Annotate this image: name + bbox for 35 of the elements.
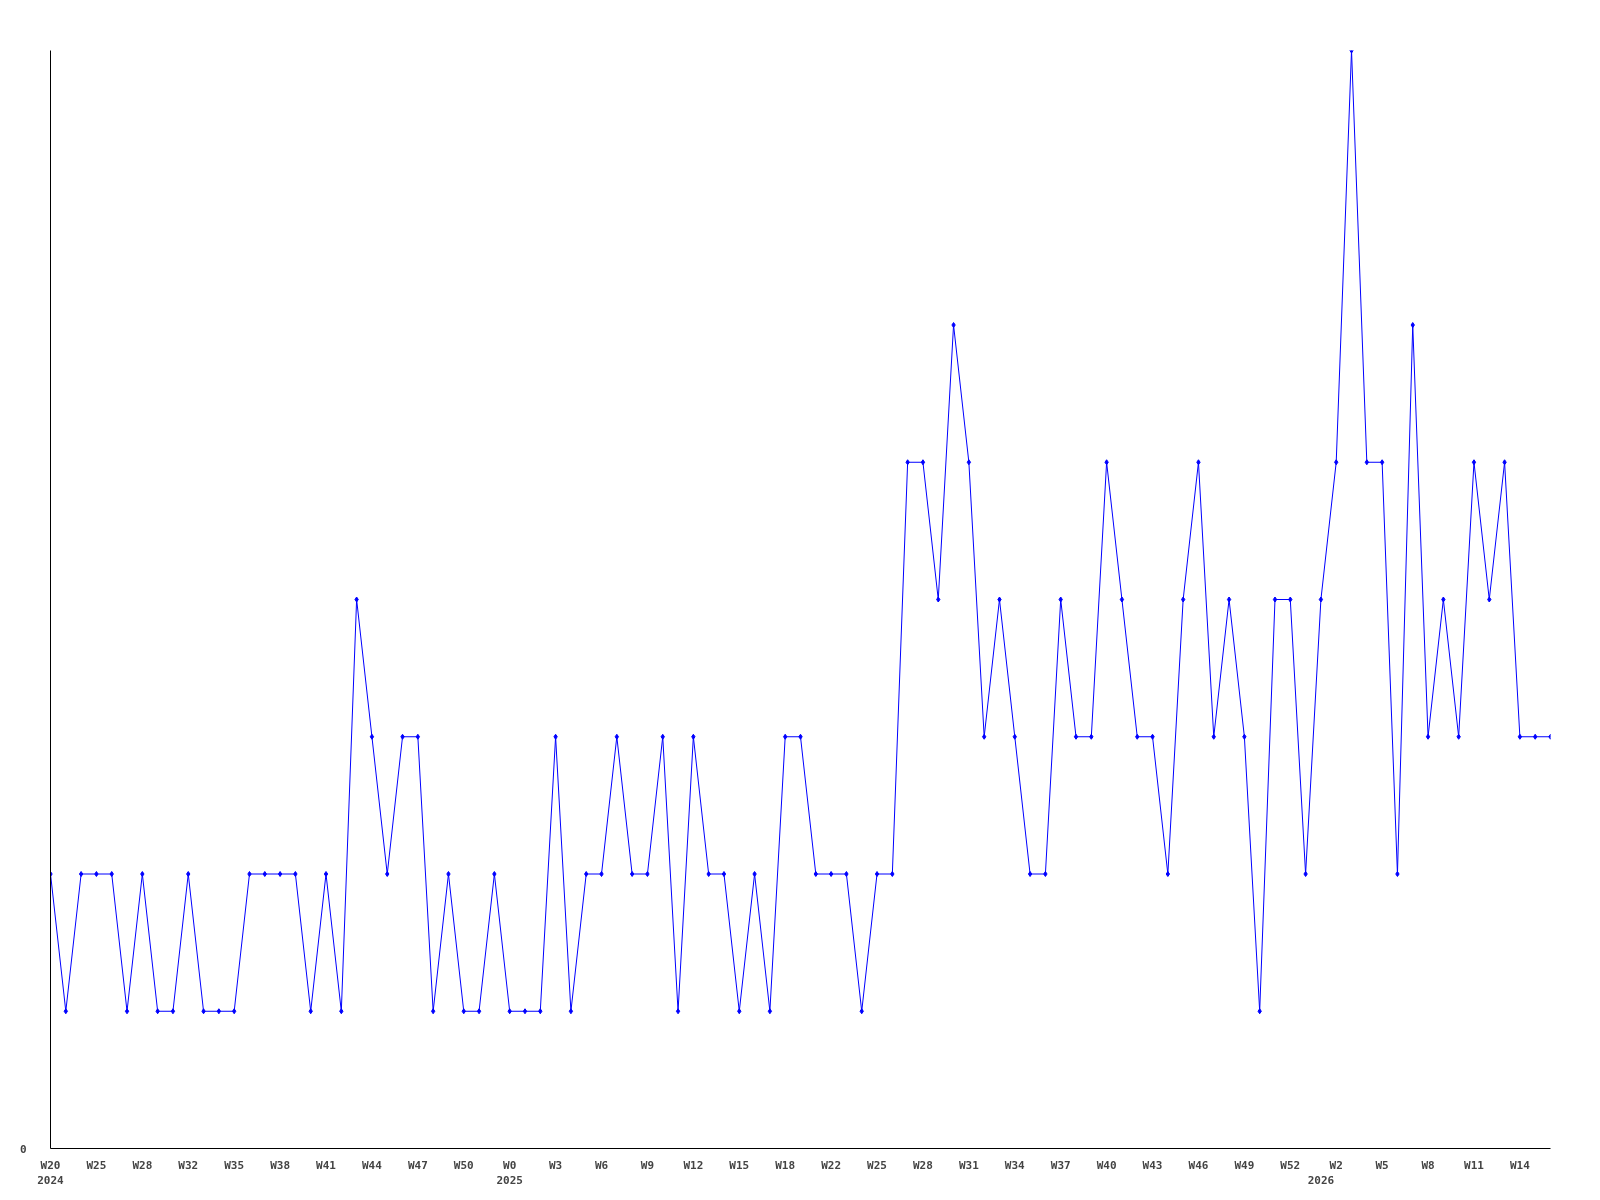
x-tick-label: W40 [1096,1158,1117,1172]
x-tick-label: W38 [270,1158,291,1172]
x-tick-label: W32 [178,1158,199,1172]
x-tick-label: W28 [913,1158,933,1172]
x-tick-label: W5 [1375,1158,1389,1172]
text: 0 [19,1142,27,1156]
x-tick-label: W52 [1280,1158,1301,1172]
x-tick-label: 2026 [1307,1174,1335,1188]
x-tick-label: W14 [1509,1158,1531,1172]
x-tick-label: W46 [1188,1158,1209,1172]
x-tick-label: W20 2024 [37,1158,65,1188]
x-tick-label: W6 [594,1158,609,1172]
x-tick-label: W8 [1421,1158,1435,1172]
x-tick-label: W12 [683,1158,704,1172]
x-tick-label: W37 [1050,1158,1071,1172]
x-tick-label: W25 [86,1158,107,1172]
x-tick-label: W28 [132,1158,153,1172]
x-tick-label: W34 [1004,1158,1026,1172]
x-tick-label: W44 [361,1158,383,1172]
x-tick-label: W22 [821,1158,842,1172]
x-tick-label: W41 [316,1158,337,1172]
x-tick-label: W2 [1329,1158,1343,1172]
x-tick-label: W47 [407,1158,428,1172]
x-tick-label: W15 [729,1158,750,1172]
x-tick-label: W31 [958,1158,980,1172]
x-tick-label: W49 [1234,1158,1255,1172]
x-tick-label: W43 [1142,1158,1163,1172]
x-tick-label: W25 [867,1158,887,1172]
x-tick-label: W0 2025 [496,1158,523,1188]
x-tick-label: W9 [640,1158,655,1172]
x-tick-label: W3 [548,1158,563,1172]
x-tick-label: W11 [1464,1158,1485,1172]
x-tick-label: W35 [224,1158,245,1172]
x-tick-label: W50 [453,1158,474,1172]
x-tick-label: W18 [775,1158,796,1172]
